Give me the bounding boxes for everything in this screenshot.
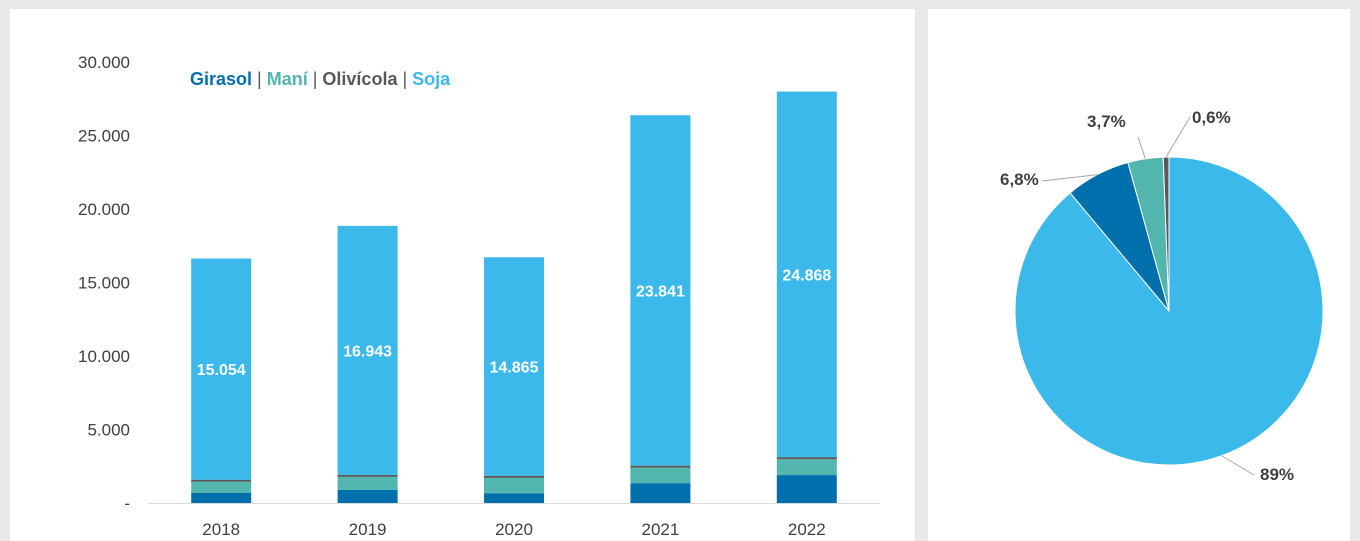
pie-slice-label: 3,7% <box>1087 112 1126 131</box>
pie-chart: 89% 6,8% 3,7% 0,6% <box>1000 108 1324 484</box>
bar-chart-panel: - 5.000 10.000 15.000 20.000 25.000 30.000 2018… <box>10 9 915 541</box>
x-tick-label: 2018 <box>202 520 240 539</box>
pie-leader-line <box>1165 116 1191 158</box>
data-label: 23.841 <box>636 283 685 300</box>
stacked-bar-chart: - 5.000 10.000 15.000 20.000 25.000 30.000 2018… <box>78 53 880 539</box>
bar-axes: - 5.000 10.000 15.000 20.000 25.000 30.000 2018… <box>78 53 880 539</box>
x-tick-label: 2019 <box>349 520 387 539</box>
data-label: 15.054 <box>197 362 246 379</box>
y-tick-label: - <box>124 494 130 513</box>
bar-segment-soja <box>191 258 252 480</box>
chart-legend: Girasol | Maní | Olivícola | Soja <box>190 69 450 90</box>
bar-segment-soja <box>630 115 691 466</box>
x-tick-label: 2020 <box>495 520 533 539</box>
pie-slice-label: 0,6% <box>1192 108 1231 127</box>
pie-leader-line <box>1137 136 1146 159</box>
pie-chart-panel: 89% 6,8% 3,7% 0,6% <box>928 9 1350 541</box>
bar-segment-soja <box>776 91 837 458</box>
bar-segment-man <box>484 477 544 494</box>
bar-marks: 15.054 16.943 14.865 23.841 24.868 <box>191 91 837 503</box>
bar-segment-soja <box>484 257 544 476</box>
legend-entry: Soja <box>412 69 451 89</box>
y-tick-label: 30.000 <box>78 53 130 72</box>
y-tick-label: 15.000 <box>78 274 130 293</box>
bar-segment-olivcola <box>630 465 691 468</box>
bar-segment-girasol <box>776 475 837 503</box>
data-label: 14.865 <box>490 360 539 377</box>
legend-separator: | <box>397 69 413 89</box>
pie-leader-line <box>1221 455 1255 476</box>
bar-segment-man <box>630 467 691 484</box>
bar-segment-olivcola <box>337 474 398 477</box>
pie-slice-label: 6,8% <box>1000 170 1039 189</box>
bar-segment-man <box>191 481 252 493</box>
x-tick-label: 2022 <box>788 520 826 539</box>
legend-separator: | <box>307 69 323 89</box>
bar-segment-man <box>776 459 837 476</box>
x-tick-label: 2021 <box>641 520 679 539</box>
bar-segment-soja <box>337 225 398 475</box>
legend-entry: Maní <box>266 69 308 89</box>
bar-segment-olivcola <box>191 479 252 482</box>
y-tick-label: 5.000 <box>87 421 130 440</box>
bar-segment-girasol <box>630 483 691 503</box>
bar-segment-olivcola <box>776 457 837 460</box>
bar-segment-girasol <box>484 493 544 503</box>
y-tick-label: 20.000 <box>78 200 130 219</box>
legend-entry: Olivícola <box>322 69 398 89</box>
bar-segment-olivcola <box>484 475 544 478</box>
data-label: 24.868 <box>782 267 831 284</box>
bar-segment-girasol <box>191 492 252 503</box>
y-tick-label: 25.000 <box>78 127 130 146</box>
legend-separator: | <box>252 69 267 89</box>
top-strip <box>0 0 1360 9</box>
data-label: 16.943 <box>343 343 392 360</box>
pie-leader-line <box>1041 174 1098 182</box>
bar-segment-man <box>337 476 398 490</box>
bar-segment-girasol <box>337 489 398 503</box>
y-tick-label: 10.000 <box>78 347 130 366</box>
legend-entry: Girasol <box>190 69 253 89</box>
pie-slice-label: 89% <box>1260 465 1294 484</box>
